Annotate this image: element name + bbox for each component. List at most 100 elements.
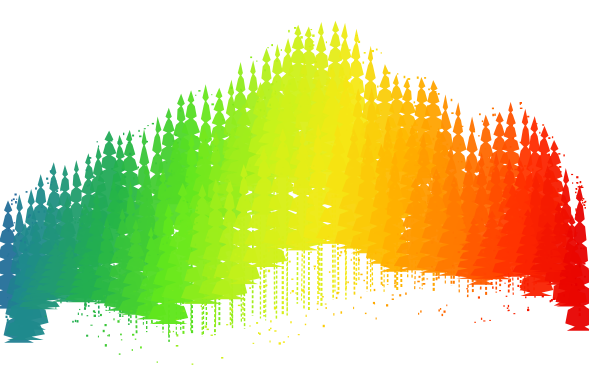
point-speck bbox=[85, 169, 88, 171]
point-speck bbox=[488, 156, 491, 159]
point-speck bbox=[268, 89, 270, 91]
point-speck bbox=[504, 282, 506, 284]
point-speck bbox=[291, 278, 294, 280]
point-speck bbox=[28, 214, 31, 217]
point-speck bbox=[459, 143, 462, 146]
point-speck bbox=[240, 243, 243, 245]
point-speck bbox=[30, 297, 33, 299]
point-speck bbox=[124, 175, 127, 178]
point-speck bbox=[326, 78, 328, 80]
point-speck bbox=[355, 34, 358, 36]
point-speck bbox=[334, 189, 337, 192]
point-speck bbox=[372, 301, 375, 304]
point-speck bbox=[232, 103, 234, 106]
point-speck bbox=[313, 61, 315, 63]
point-speck bbox=[371, 50, 374, 53]
point-speck bbox=[297, 81, 299, 83]
point-speck bbox=[324, 303, 327, 305]
point-speck bbox=[452, 265, 454, 267]
point-speck bbox=[460, 161, 463, 163]
point-speck bbox=[344, 250, 346, 253]
point-speck bbox=[462, 244, 465, 246]
point-speck bbox=[24, 248, 28, 251]
point-speck bbox=[333, 313, 335, 316]
point-speck bbox=[155, 162, 157, 165]
point-speck bbox=[574, 248, 576, 250]
point-speck bbox=[418, 275, 421, 278]
point-speck bbox=[6, 321, 10, 324]
point-speck bbox=[90, 194, 93, 197]
point-speck bbox=[92, 291, 95, 294]
tree-trunk bbox=[204, 217, 208, 326]
point-speck bbox=[226, 271, 229, 273]
point-speck bbox=[472, 238, 474, 240]
point-speck bbox=[217, 181, 220, 183]
point-speck bbox=[474, 263, 476, 265]
tree bbox=[555, 214, 588, 307]
point-speck bbox=[206, 312, 208, 315]
point-speck bbox=[306, 157, 308, 160]
point-speck bbox=[148, 183, 150, 185]
point-speck bbox=[192, 230, 194, 233]
point-speck bbox=[539, 237, 541, 240]
point-speck bbox=[273, 228, 275, 231]
point-speck bbox=[132, 134, 135, 137]
point-speck bbox=[492, 113, 495, 117]
point-speck bbox=[457, 251, 461, 254]
point-speck bbox=[542, 124, 545, 126]
point-speck bbox=[420, 248, 423, 251]
point-speck bbox=[414, 105, 417, 107]
point-speck bbox=[497, 235, 500, 238]
point-speck bbox=[531, 188, 534, 191]
point-speck bbox=[386, 262, 389, 264]
point-speck bbox=[388, 147, 391, 150]
point-speck bbox=[274, 206, 276, 208]
point-speck bbox=[405, 226, 409, 229]
point-speck bbox=[317, 259, 319, 262]
point-speck bbox=[556, 180, 558, 182]
point-speck bbox=[567, 248, 569, 251]
point-speck bbox=[353, 306, 355, 310]
point-speck bbox=[103, 295, 105, 298]
point-speck bbox=[306, 98, 308, 101]
point-speck bbox=[330, 142, 333, 145]
point-speck bbox=[17, 234, 20, 236]
point-speck bbox=[389, 207, 391, 210]
point-speck bbox=[85, 304, 87, 307]
point-speck bbox=[126, 249, 128, 252]
point-speck bbox=[300, 36, 303, 39]
point-speck bbox=[49, 170, 52, 173]
point-speck bbox=[551, 299, 553, 301]
point-speck bbox=[550, 252, 553, 255]
point-speck bbox=[266, 284, 268, 286]
point-speck bbox=[428, 183, 430, 185]
point-speck bbox=[527, 306, 529, 309]
point-speck bbox=[486, 166, 489, 169]
point-speck bbox=[466, 245, 468, 247]
tree-crown bbox=[118, 219, 155, 315]
point-speck bbox=[60, 189, 62, 192]
point-speck bbox=[375, 317, 377, 320]
point-speck bbox=[517, 277, 519, 280]
point-speck bbox=[119, 217, 121, 219]
point-speck bbox=[137, 252, 139, 254]
point-speck bbox=[207, 276, 210, 279]
point-speck bbox=[269, 164, 272, 167]
tree-crown bbox=[19, 259, 60, 310]
point-speck bbox=[399, 294, 402, 297]
point-speck bbox=[511, 168, 513, 171]
point-speck bbox=[5, 315, 8, 318]
point-speck bbox=[57, 255, 60, 258]
point-speck bbox=[177, 141, 179, 144]
point-speck bbox=[32, 241, 35, 244]
point-speck bbox=[162, 243, 164, 245]
point-speck bbox=[329, 44, 332, 46]
point-speck bbox=[70, 285, 73, 288]
point-speck bbox=[255, 224, 258, 228]
point-speck bbox=[158, 175, 161, 177]
point-speck bbox=[349, 89, 351, 92]
point-speck bbox=[285, 298, 287, 301]
point-speck bbox=[543, 252, 546, 254]
point-speck bbox=[18, 272, 21, 275]
point-speck bbox=[445, 247, 448, 249]
